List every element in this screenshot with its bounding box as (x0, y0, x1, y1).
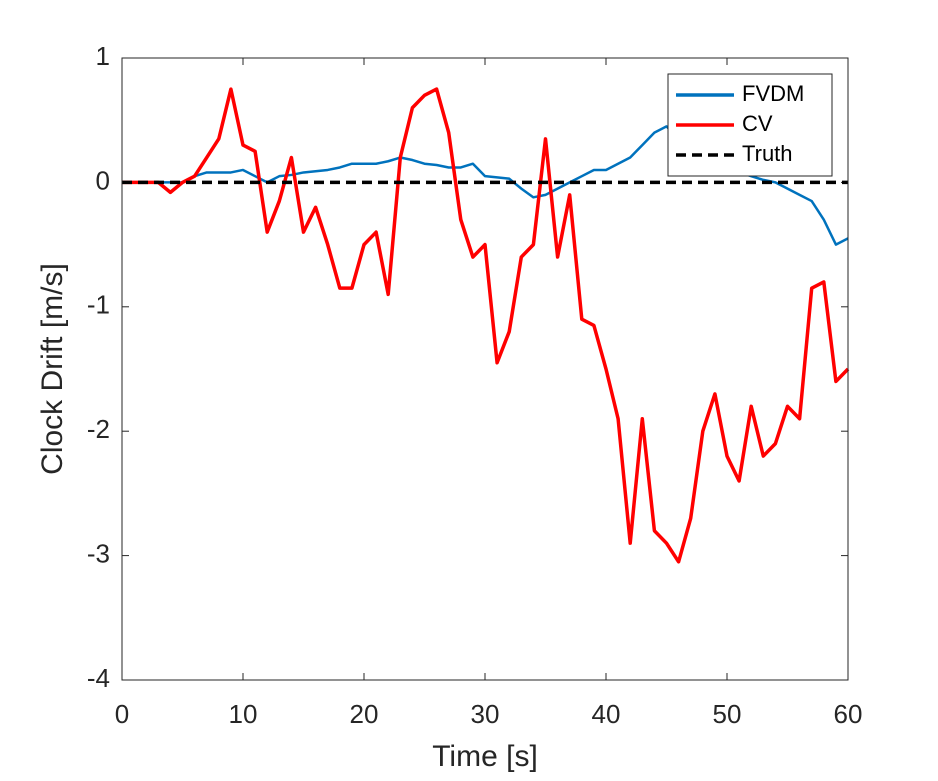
x-tick-label: 50 (713, 699, 742, 729)
legend: FVDM CV Truth (667, 73, 833, 177)
x-tick-label: 30 (471, 699, 500, 729)
y-tick-label: -4 (87, 663, 110, 693)
y-tick-label: 0 (96, 165, 110, 195)
x-tick-label: 40 (592, 699, 621, 729)
legend-label: FVDM (742, 81, 804, 106)
y-axis-label: Clock Drift [m/s] (36, 263, 69, 475)
x-tick-label: 0 (115, 699, 129, 729)
y-tick-label: 1 (96, 41, 110, 71)
x-tick-label: 60 (834, 699, 863, 729)
x-tick-label: 10 (229, 699, 258, 729)
x-axis-label: Time [s] (432, 740, 538, 773)
y-tick-label: -2 (87, 414, 110, 444)
legend-label: CV (742, 111, 773, 136)
data-line (122, 87, 850, 564)
y-tick-label: -1 (87, 290, 110, 320)
y-tick-label: -3 (87, 538, 110, 568)
x-tick-label: 20 (350, 699, 379, 729)
legend-label: Truth (742, 141, 793, 166)
axes-box (121, 57, 849, 681)
